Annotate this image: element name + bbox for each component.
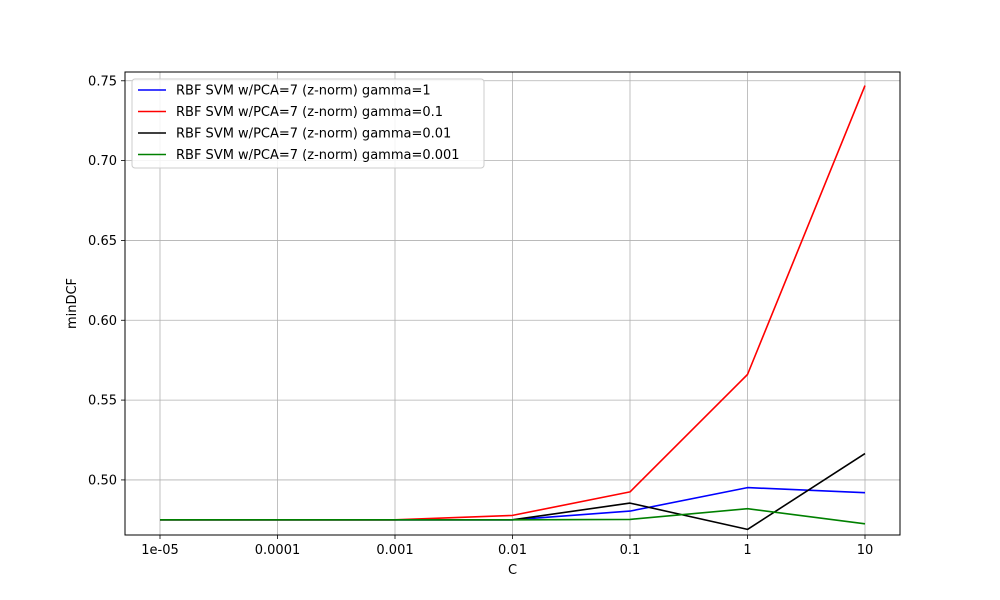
series-line-4 [160, 507, 866, 525]
y-tick-label: 0.65 [88, 234, 117, 249]
series-lines [160, 85, 866, 531]
x-axis-ticks: 1e-05 0.0001 0.001 0.01 0.1 1 10 [141, 535, 873, 558]
x-tick-label: 0.0001 [255, 543, 301, 558]
y-axis-ticks: 0.50 0.55 0.60 0.65 0.70 0.75 [88, 74, 125, 488]
legend: RBF SVM w/PCA=7 (z-norm) gamma=1 RBF SVM … [131, 78, 485, 169]
legend-box [131, 78, 485, 169]
y-tick-label: 0.70 [88, 154, 117, 169]
x-tick-label: 1e-05 [141, 543, 179, 558]
x-axis-label: C [508, 563, 517, 578]
y-tick-label: 0.75 [88, 74, 117, 89]
y-tick-label: 0.60 [88, 314, 117, 329]
x-tick-label: 0.1 [620, 543, 641, 558]
x-tick-label: 10 [857, 543, 874, 558]
x-tick-label: 1 [743, 543, 751, 558]
x-tick-label: 0.01 [498, 543, 527, 558]
legend-entry: RBF SVM w/PCA=7 (z-norm) gamma=1 [176, 84, 431, 99]
legend-entry: RBF SVM w/PCA=7 (z-norm) gamma=0.1 [176, 105, 443, 120]
legend-entry: RBF SVM w/PCA=7 (z-norm) gamma=0.01 [176, 127, 451, 142]
legend-entry: RBF SVM w/PCA=7 (z-norm) gamma=0.001 [176, 148, 460, 163]
y-axis-label: minDCF [65, 278, 80, 329]
y-tick-label: 0.55 [88, 394, 117, 409]
y-tick-label: 0.50 [88, 473, 117, 488]
x-tick-label: 0.001 [376, 543, 413, 558]
